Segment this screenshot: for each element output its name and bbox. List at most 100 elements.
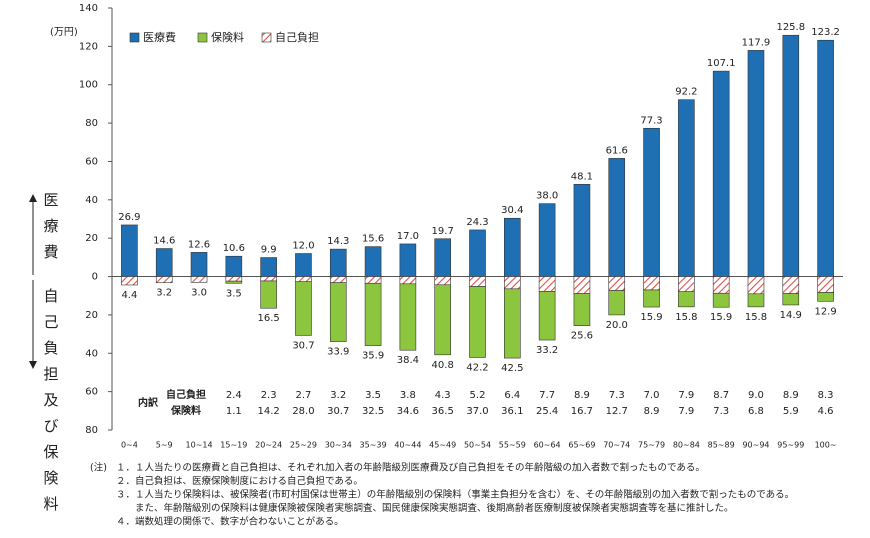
bar (260, 280, 277, 309)
value-label: 9.9 (261, 245, 277, 256)
total-label: 3.2 (156, 288, 172, 299)
value-label: 14.6 (153, 236, 175, 247)
total-label: 35.9 (362, 350, 384, 361)
total-label: 38.4 (397, 355, 419, 366)
breakdown-value: 8.9 (644, 406, 660, 417)
bar (643, 276, 660, 291)
breakdown-value: 8.7 (713, 390, 729, 401)
x-tick-label: 10~14 (185, 441, 212, 450)
y-tick-label: 120 (79, 41, 98, 52)
value-label: 12.0 (292, 241, 314, 252)
value-label: 77.3 (640, 115, 662, 126)
bar (712, 276, 730, 294)
total-label: 3.0 (191, 287, 207, 298)
y-tick-label: 40 (85, 195, 98, 206)
value-label: 48.1 (571, 171, 593, 182)
breakdown-value: 36.5 (432, 406, 454, 417)
breakdown-value: 3.5 (365, 390, 381, 401)
breakdown-value: 8.9 (574, 390, 590, 401)
note-line: １．１人当たりの医療費と自己負担は、それぞれ加入者の年齢階級別医療費及び自己負担… (116, 462, 705, 474)
breakdown-value: 36.1 (501, 406, 523, 417)
y-tick-label: 60 (85, 156, 98, 167)
breakdown-value: 2.3 (261, 390, 277, 401)
breakdown-title: 内訳 (138, 396, 159, 409)
breakdown-value: 30.7 (327, 406, 349, 417)
bar (434, 238, 451, 277)
breakdown-value: 7.0 (644, 390, 660, 401)
bar (817, 276, 834, 293)
bar (434, 276, 451, 286)
bar (504, 288, 521, 359)
bar (678, 276, 695, 292)
bar (782, 293, 800, 306)
unit-label: (万円) (50, 27, 78, 38)
breakdown-value: 9.0 (748, 390, 764, 401)
bar (573, 293, 591, 326)
bar (712, 70, 730, 277)
notes-prefix: (注) (90, 462, 107, 474)
x-tick-label: 5~9 (156, 441, 173, 450)
bar (538, 276, 556, 292)
bar (608, 276, 626, 291)
total-label: 14.9 (780, 310, 802, 321)
legend-swatch (261, 32, 272, 43)
x-tick-label: 85~89 (708, 441, 735, 450)
bar (643, 289, 660, 308)
bar (712, 292, 730, 308)
bar (817, 39, 834, 277)
value-label: 12.6 (188, 239, 210, 250)
bar (364, 276, 382, 284)
x-tick-label: 80~84 (673, 441, 700, 450)
x-tick-label: 30~34 (325, 441, 352, 450)
x-tick-label: 20~24 (255, 441, 282, 450)
y-tick-label: 0 (92, 272, 98, 283)
total-label: 15.8 (745, 312, 767, 323)
x-tick-label: 25~29 (290, 441, 317, 450)
value-label: 14.3 (327, 236, 349, 247)
value-label: 92.2 (675, 87, 697, 98)
bar (295, 281, 312, 336)
breakdown-value: 2.4 (226, 390, 242, 401)
breakdown-value: 3.2 (330, 390, 346, 401)
breakdown-value: 7.3 (609, 390, 625, 401)
y-tick-label: 100 (79, 80, 98, 91)
bar (469, 229, 486, 277)
bar (608, 158, 626, 277)
value-label: 123.2 (811, 27, 840, 38)
value-label: 125.8 (776, 22, 805, 33)
bar (747, 50, 765, 277)
bar (643, 127, 660, 277)
breakdown-value: 3.8 (400, 390, 416, 401)
breakdown-value: 7.3 (713, 406, 729, 417)
legend-label: 医療費 (143, 30, 176, 44)
bar (399, 276, 417, 285)
breakdown-value: 14.2 (258, 406, 280, 417)
x-tick-label: 15~19 (220, 441, 247, 450)
total-label: 12.9 (814, 306, 836, 317)
bar (155, 276, 173, 283)
x-tick-label: 100~ (815, 441, 837, 450)
value-label: 61.6 (606, 145, 628, 156)
total-label: 15.9 (640, 312, 662, 323)
breakdown-value: 7.9 (678, 406, 694, 417)
bar (190, 252, 208, 277)
breakdown-value: 6.4 (504, 390, 520, 401)
total-label: 33.9 (327, 347, 349, 358)
breakdown-row: 保険料 (170, 404, 201, 417)
x-tick-label: 40~44 (394, 441, 421, 450)
y-tick-label: 60 (85, 387, 98, 398)
value-label: 15.6 (362, 234, 384, 245)
bar (329, 248, 347, 277)
bar (782, 34, 800, 277)
notes: (注) (90, 462, 107, 474)
breakdown-value: 16.7 (571, 406, 593, 417)
note-line: ４．端数処理の関係で、数字が合わないことがある。 (116, 516, 344, 528)
x-tick-label: 60~64 (534, 441, 561, 450)
bar (573, 276, 591, 294)
total-label: 15.8 (675, 312, 697, 323)
value-label: 107.1 (707, 58, 736, 69)
value-label: 19.7 (432, 226, 454, 237)
breakdown-row: 自己負担 (166, 388, 206, 401)
x-tick-label: 75~79 (638, 441, 665, 450)
